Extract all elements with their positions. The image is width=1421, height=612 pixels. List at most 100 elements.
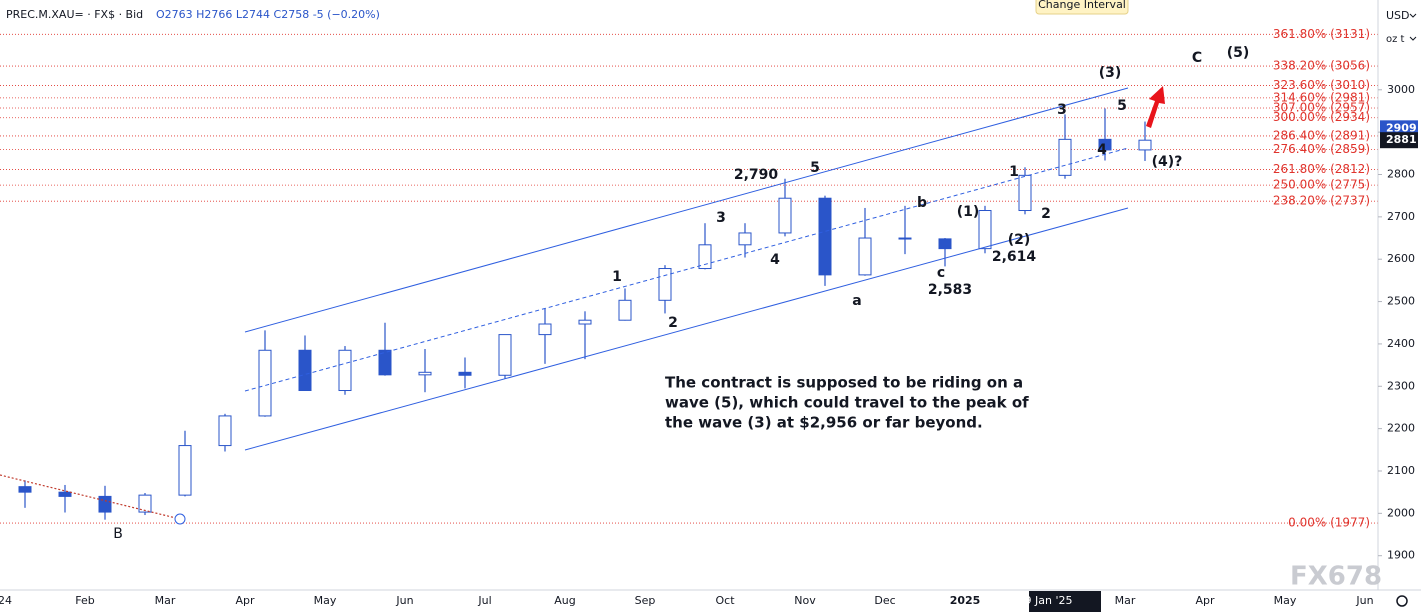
x-tick-label: Feb bbox=[75, 594, 94, 607]
wave-label: B bbox=[113, 526, 123, 542]
candle-body bbox=[898, 237, 912, 240]
wave-label: b bbox=[917, 195, 927, 211]
candle-body bbox=[258, 349, 272, 417]
x-tick-label: Sep bbox=[635, 594, 656, 607]
candle-body bbox=[938, 238, 952, 250]
candle-body bbox=[538, 323, 552, 336]
wave-label: 2 bbox=[668, 315, 678, 331]
wave-label: (4)? bbox=[1152, 154, 1183, 170]
wave-label: (5) bbox=[1227, 45, 1250, 61]
candle-body bbox=[1138, 139, 1152, 151]
x-tick-label: Nov bbox=[794, 594, 816, 607]
x-tick-label: Jun bbox=[1355, 594, 1373, 607]
note-line: The contract is supposed to be riding on… bbox=[665, 374, 1023, 392]
dropdown-icon[interactable] bbox=[1409, 13, 1417, 18]
settings-icon[interactable] bbox=[1396, 595, 1408, 607]
candle-body bbox=[578, 319, 592, 325]
dropdown-icon[interactable] bbox=[1409, 36, 1417, 41]
fib-label: 338.20% (3056) bbox=[1273, 59, 1370, 73]
channel-upper bbox=[244, 87, 1129, 333]
channel-middle bbox=[244, 147, 1129, 392]
price-tag-label: 2881 bbox=[1386, 133, 1417, 146]
candle-body bbox=[1018, 174, 1032, 212]
y-tick-label: 2300 bbox=[1387, 379, 1415, 392]
candle-body bbox=[498, 334, 512, 376]
price-tag-label: 2909 bbox=[1386, 121, 1417, 134]
candle-body bbox=[58, 491, 72, 497]
y-tick-label: 2400 bbox=[1387, 337, 1415, 350]
ohlc: O2763 H2766 L2744 C2758 -5 (−0.20%) bbox=[156, 8, 380, 21]
wave-label: a bbox=[852, 293, 861, 309]
fib-label: 307.00% (2957) bbox=[1273, 101, 1370, 115]
watermark: FX678 bbox=[1290, 562, 1382, 592]
candle-body bbox=[1098, 138, 1112, 151]
candle-body bbox=[18, 486, 32, 493]
fib-label: 300.00% (2934) bbox=[1273, 110, 1370, 124]
x-tick-label: May bbox=[314, 594, 337, 607]
y-tick-label: 2000 bbox=[1387, 506, 1415, 519]
x-tick-label: Mar bbox=[1115, 594, 1136, 607]
x-tick-label: 24 bbox=[0, 594, 12, 607]
currency[interactable]: USD bbox=[1386, 9, 1410, 22]
channel-lower bbox=[244, 207, 1129, 451]
overlay: 361.80% (3131) 338.20% (3056) 323.60% (301… bbox=[113, 27, 1370, 542]
unit[interactable]: oz t bbox=[1386, 34, 1405, 45]
symbol: PREC.M.XAU= · FX$ · Bid bbox=[6, 8, 143, 21]
tooltip: Change Interval bbox=[1038, 0, 1126, 11]
candle-body bbox=[1058, 138, 1072, 176]
candle-body bbox=[658, 268, 672, 301]
y-tick-label: 2700 bbox=[1387, 210, 1415, 223]
x-tick-label: Aug bbox=[554, 594, 575, 607]
y-tick-label: 2600 bbox=[1387, 252, 1415, 265]
x-tick-label: Jul bbox=[477, 594, 491, 607]
x-highlight bbox=[1029, 591, 1101, 612]
fib-label: 314.60% (2981) bbox=[1273, 90, 1370, 104]
fib-label: 276.40% (2859) bbox=[1273, 142, 1370, 156]
fib-label: 261.80% (2812) bbox=[1273, 162, 1370, 176]
candle-body bbox=[778, 197, 792, 234]
arrow bbox=[1146, 86, 1165, 128]
y-axis: 1900 2000 2100 2200 2300 2400 2500 2600 2700 2800… bbox=[1378, 83, 1418, 562]
y-tick-label: 2200 bbox=[1387, 422, 1415, 435]
wave-label: C bbox=[1192, 50, 1202, 66]
candle-body bbox=[418, 371, 432, 376]
wave-label: 2,614 bbox=[992, 249, 1037, 265]
wave-label: 5 bbox=[810, 160, 820, 176]
wave-label: 2,583 bbox=[928, 282, 972, 298]
candle-body bbox=[218, 415, 232, 447]
y-tick-label: 1900 bbox=[1387, 549, 1415, 562]
note-line: wave (5), which could travel to the peak… bbox=[665, 394, 1029, 412]
wave-label: (1) bbox=[957, 204, 980, 220]
wave-label: 2 bbox=[1041, 206, 1051, 222]
candle-body bbox=[458, 371, 472, 376]
y-tick-label: 2500 bbox=[1387, 295, 1415, 308]
candle-body bbox=[618, 299, 632, 321]
candle-body bbox=[698, 244, 712, 270]
wave-label: 4 bbox=[770, 252, 780, 268]
x-tick-label: Jun bbox=[395, 594, 413, 607]
price-tag bbox=[1380, 132, 1418, 149]
candle-body bbox=[738, 232, 752, 246]
candle-body bbox=[818, 197, 832, 276]
tooltip-box bbox=[1035, 0, 1129, 15]
note-line: the wave (3) at $2,956 or far beyond. bbox=[665, 414, 983, 432]
candle-body bbox=[978, 210, 992, 250]
wave-label: (3) bbox=[1099, 65, 1122, 81]
x-tick-label: Apr bbox=[1195, 594, 1215, 607]
x-tick-label: Mar bbox=[155, 594, 176, 607]
plot-area bbox=[0, 33, 1378, 524]
wave-label: 5 bbox=[1117, 98, 1127, 114]
candle-body bbox=[98, 495, 112, 513]
trend-line bbox=[0, 474, 181, 520]
fib-label: 250.00% (2775) bbox=[1273, 178, 1370, 192]
candle-body bbox=[138, 494, 152, 513]
fib-label: 323.60% (3010) bbox=[1273, 78, 1370, 92]
candle-body bbox=[378, 349, 392, 376]
wave-label: 3 bbox=[716, 210, 726, 226]
candle-body bbox=[178, 445, 192, 496]
x-tick-label: Apr bbox=[235, 594, 255, 607]
x-axis: 24 Feb Mar Apr May Jun Jul Aug Sep Oct Nov Dec 2025 2… bbox=[0, 591, 1374, 612]
